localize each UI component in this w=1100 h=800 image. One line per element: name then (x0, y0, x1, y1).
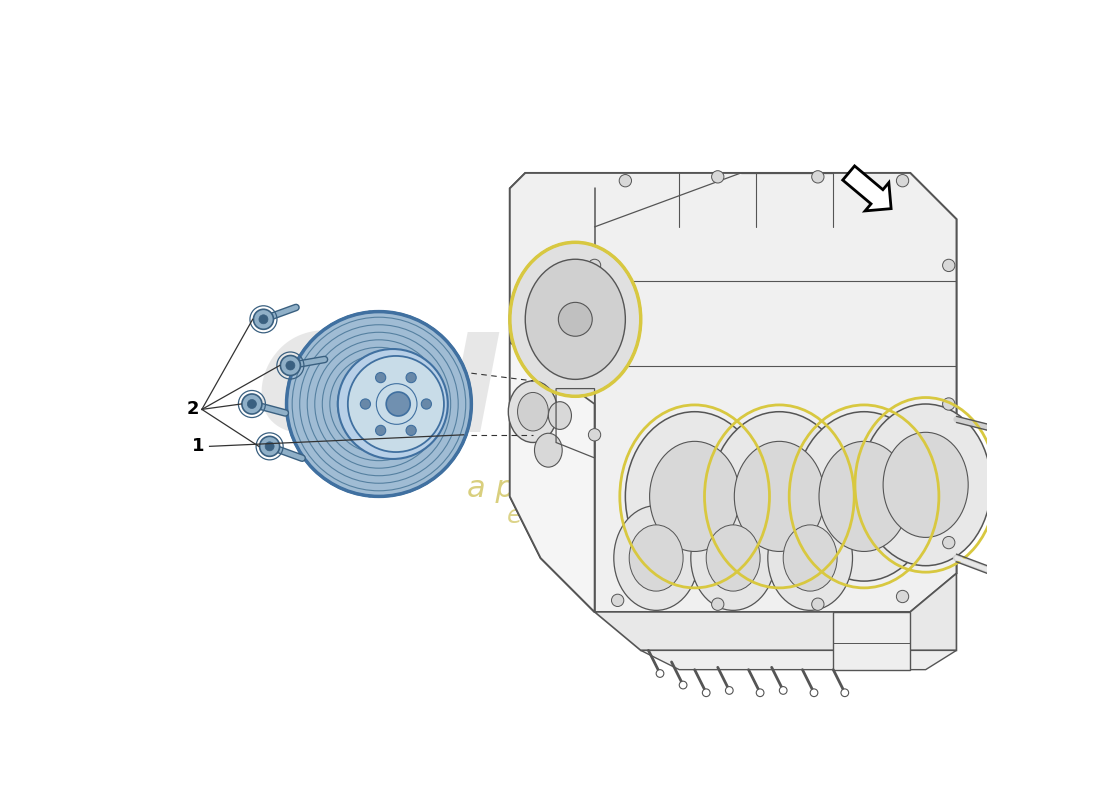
Ellipse shape (526, 259, 625, 379)
Circle shape (253, 310, 274, 330)
Ellipse shape (518, 393, 548, 431)
Circle shape (286, 361, 295, 370)
Circle shape (619, 174, 631, 187)
Ellipse shape (614, 506, 698, 610)
Ellipse shape (691, 506, 775, 610)
Ellipse shape (509, 242, 640, 396)
Circle shape (242, 394, 262, 414)
Polygon shape (843, 166, 891, 211)
Ellipse shape (287, 312, 472, 496)
Circle shape (812, 170, 824, 183)
Circle shape (559, 302, 592, 336)
Polygon shape (510, 173, 957, 612)
Ellipse shape (535, 434, 562, 467)
Polygon shape (510, 173, 957, 612)
Circle shape (779, 686, 788, 694)
Text: 2: 2 (186, 400, 199, 418)
Circle shape (612, 594, 624, 606)
Polygon shape (594, 574, 957, 650)
Circle shape (810, 689, 818, 697)
Circle shape (406, 373, 416, 382)
Ellipse shape (348, 356, 444, 452)
Circle shape (943, 259, 955, 271)
Circle shape (406, 426, 416, 435)
Ellipse shape (860, 404, 991, 566)
Ellipse shape (508, 381, 558, 442)
Circle shape (896, 590, 909, 602)
Ellipse shape (629, 525, 683, 591)
Circle shape (260, 436, 279, 456)
Circle shape (375, 426, 386, 435)
Circle shape (712, 598, 724, 610)
Circle shape (588, 429, 601, 441)
Circle shape (258, 314, 268, 324)
Polygon shape (510, 342, 594, 612)
Circle shape (588, 259, 601, 271)
Circle shape (703, 689, 711, 697)
Text: eurocarparts.com: eurocarparts.com (507, 504, 728, 528)
Circle shape (280, 355, 300, 375)
Polygon shape (640, 650, 957, 670)
Ellipse shape (338, 349, 448, 459)
Ellipse shape (768, 506, 852, 610)
Circle shape (812, 598, 824, 610)
Circle shape (712, 170, 724, 183)
Circle shape (757, 689, 763, 697)
Circle shape (726, 686, 734, 694)
Circle shape (375, 373, 386, 382)
Ellipse shape (883, 432, 968, 538)
Circle shape (943, 398, 955, 410)
Ellipse shape (650, 442, 739, 551)
Circle shape (943, 537, 955, 549)
Circle shape (265, 442, 274, 451)
Ellipse shape (386, 392, 410, 416)
Text: euro: euro (255, 293, 718, 469)
Ellipse shape (549, 402, 572, 430)
Circle shape (842, 689, 849, 697)
Ellipse shape (783, 525, 837, 591)
Circle shape (361, 399, 371, 409)
Polygon shape (834, 612, 911, 670)
Text: a passion fo’: a passion fo’ (466, 474, 661, 503)
Ellipse shape (706, 525, 760, 591)
Circle shape (680, 682, 686, 689)
Ellipse shape (356, 312, 384, 496)
Circle shape (656, 670, 664, 678)
Ellipse shape (625, 412, 763, 581)
Text: 1: 1 (191, 438, 205, 455)
Ellipse shape (735, 442, 824, 551)
Circle shape (896, 174, 909, 187)
Ellipse shape (795, 412, 933, 581)
Circle shape (248, 399, 256, 409)
Ellipse shape (820, 442, 909, 551)
Ellipse shape (711, 412, 849, 581)
Polygon shape (510, 173, 957, 612)
Circle shape (421, 399, 431, 409)
